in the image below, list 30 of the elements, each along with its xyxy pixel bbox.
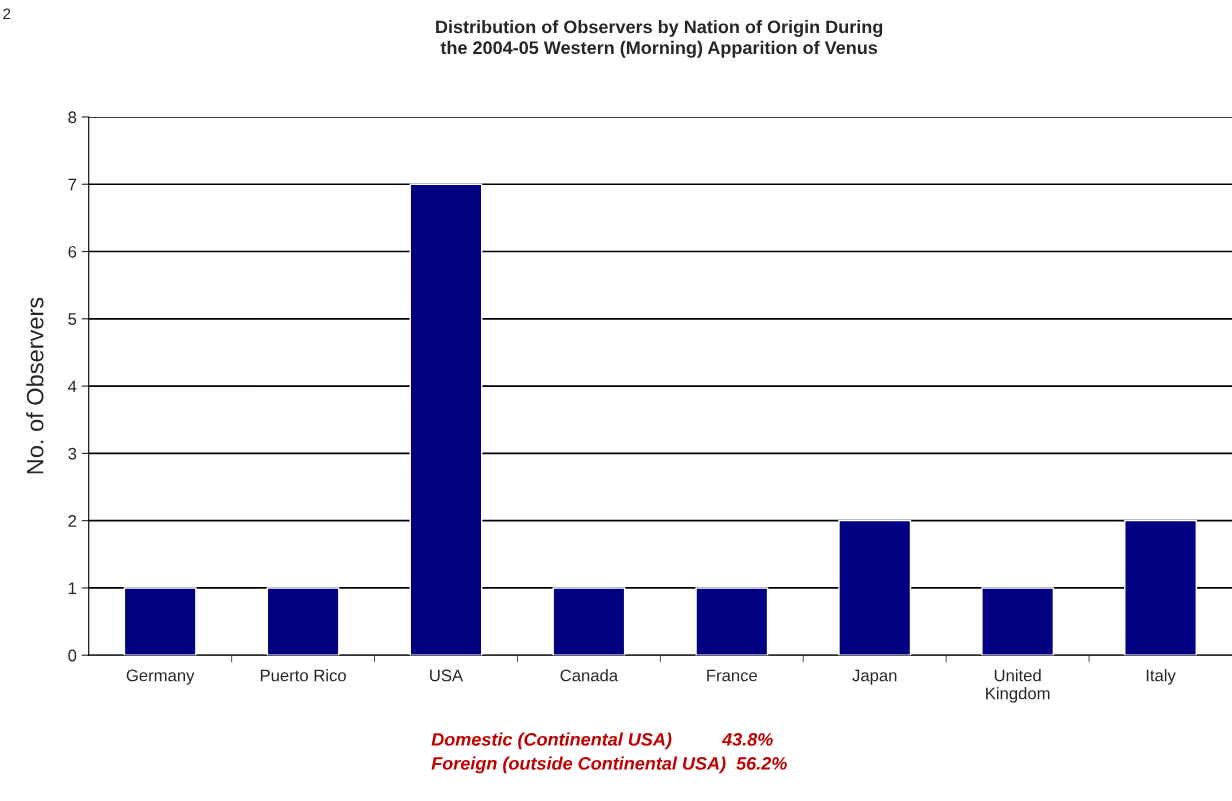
x-tick-label: Germany <box>126 669 195 685</box>
y-tick-label: 7 <box>68 178 77 191</box>
x-tick-label: France <box>707 669 758 682</box>
y-axis-title: No. of Observers <box>26 297 44 474</box>
y-tick-label: 6 <box>68 245 77 258</box>
y-tick-label: 2 <box>68 515 77 527</box>
chart-title: Distribution of Observers by Nation of Origin During the 2004-05 Western (Morning) Apparition of Venus <box>436 20 883 58</box>
x-tick-label: Japan <box>852 669 897 685</box>
y-tick-label: 5 <box>68 313 77 325</box>
text: Domestic (Continental USA) 43.8% <box>431 732 773 750</box>
bar <box>552 587 626 656</box>
x-tick-label: Italy <box>1146 669 1176 685</box>
y-tick-label: 0 <box>68 649 77 662</box>
x-tick-label: Canada <box>560 669 619 682</box>
x-tick-label: United Kingdom <box>986 669 1050 703</box>
bar <box>409 183 483 656</box>
text: 2 <box>3 8 11 20</box>
y-tick-label: 3 <box>68 447 77 460</box>
text: Foreign (outside Continental USA) 56.2% <box>431 756 787 774</box>
bar <box>695 587 769 656</box>
y-tick-label: 1 <box>68 582 77 594</box>
bar <box>266 587 340 656</box>
y-tick-label: 4 <box>68 380 77 393</box>
bar <box>981 587 1055 656</box>
bar <box>123 587 197 656</box>
bar <box>1124 519 1197 656</box>
bar <box>838 519 912 656</box>
x-tick-label: Puerto Rico <box>260 669 346 682</box>
y-tick-label: 8 <box>68 111 77 124</box>
x-tick-label: USA <box>430 669 464 682</box>
